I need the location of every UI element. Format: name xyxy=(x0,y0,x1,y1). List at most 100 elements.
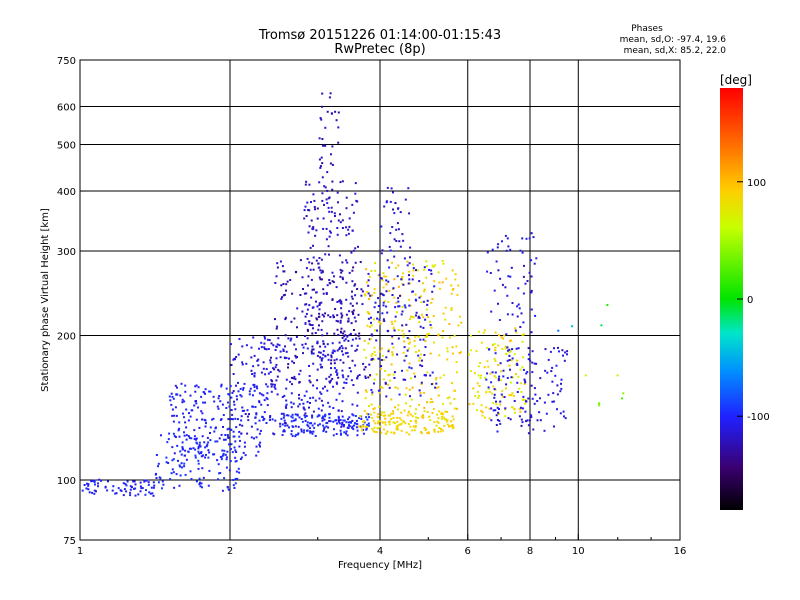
data-point xyxy=(347,228,350,231)
data-point xyxy=(180,462,183,465)
data-point xyxy=(345,207,348,210)
data-point xyxy=(516,391,519,393)
data-point xyxy=(232,435,235,438)
data-point xyxy=(434,386,437,389)
data-point xyxy=(406,414,409,417)
data-point xyxy=(415,311,418,314)
data-point xyxy=(520,418,523,421)
data-point xyxy=(354,283,357,286)
data-point xyxy=(198,444,201,446)
data-point xyxy=(171,395,174,398)
data-point xyxy=(255,413,258,416)
data-point xyxy=(338,422,341,425)
data-point xyxy=(516,364,519,366)
data-point xyxy=(448,336,451,339)
data-point xyxy=(274,349,277,351)
data-point xyxy=(396,408,399,411)
data-point xyxy=(519,368,522,371)
data-point xyxy=(395,311,398,314)
data-point xyxy=(516,362,519,365)
data-point xyxy=(347,355,350,358)
data-point xyxy=(336,191,339,194)
data-point xyxy=(369,375,371,378)
data-point xyxy=(309,430,312,433)
data-point xyxy=(330,356,333,359)
data-point xyxy=(398,305,401,308)
data-point xyxy=(279,422,282,425)
data-point xyxy=(312,327,314,330)
data-point xyxy=(309,324,312,326)
data-point xyxy=(401,233,404,236)
data-point xyxy=(139,481,142,484)
data-point xyxy=(309,246,312,249)
data-point xyxy=(418,359,421,362)
data-point xyxy=(480,404,483,407)
data-point xyxy=(490,419,493,422)
data-point xyxy=(328,416,331,419)
data-point xyxy=(380,385,383,388)
data-point xyxy=(321,270,324,273)
data-point xyxy=(197,467,200,470)
data-point xyxy=(131,486,133,489)
data-point xyxy=(378,273,381,276)
data-point xyxy=(351,359,354,362)
data-point xyxy=(317,407,320,410)
data-point xyxy=(420,301,423,304)
data-point xyxy=(426,410,429,413)
data-point xyxy=(477,374,480,377)
data-point xyxy=(479,362,482,364)
data-point xyxy=(486,270,489,273)
data-point xyxy=(394,406,396,409)
data-point xyxy=(408,278,411,281)
data-point xyxy=(350,251,353,254)
data-point xyxy=(401,276,404,279)
data-point xyxy=(296,356,298,358)
data-point xyxy=(310,201,312,203)
data-point xyxy=(480,341,483,344)
data-point xyxy=(204,425,207,428)
data-point xyxy=(528,419,531,422)
data-point xyxy=(399,211,402,214)
data-point xyxy=(386,329,389,332)
data-point xyxy=(170,403,173,406)
data-point xyxy=(189,470,192,473)
data-point xyxy=(205,422,207,425)
data-point xyxy=(406,337,409,339)
data-point xyxy=(543,401,546,404)
x-tick-label: 8 xyxy=(527,546,533,557)
data-point xyxy=(224,434,227,436)
data-point xyxy=(184,449,187,452)
data-point xyxy=(379,367,382,370)
data-point xyxy=(316,340,319,343)
data-point xyxy=(235,460,238,462)
data-point xyxy=(390,320,393,323)
data-point xyxy=(305,215,308,217)
data-point xyxy=(272,367,275,370)
data-point xyxy=(228,393,231,396)
data-point xyxy=(368,298,370,300)
data-point xyxy=(517,303,520,306)
data-point xyxy=(318,312,321,315)
data-point xyxy=(320,328,323,331)
data-point xyxy=(361,429,363,432)
data-point xyxy=(408,366,411,369)
data-point xyxy=(454,278,457,281)
data-point xyxy=(304,335,306,337)
data-point xyxy=(309,397,312,400)
data-point xyxy=(385,275,388,278)
data-point xyxy=(321,313,324,316)
data-point xyxy=(330,359,333,362)
data-point xyxy=(308,406,310,409)
data-point xyxy=(159,477,162,480)
data-point xyxy=(494,359,497,362)
data-point xyxy=(230,409,233,411)
data-point xyxy=(279,260,282,263)
data-point xyxy=(243,441,246,444)
data-point xyxy=(253,374,256,377)
data-point xyxy=(410,377,413,380)
data-point xyxy=(506,313,509,316)
data-point xyxy=(431,298,434,300)
data-point xyxy=(261,416,264,419)
data-point xyxy=(339,268,342,271)
